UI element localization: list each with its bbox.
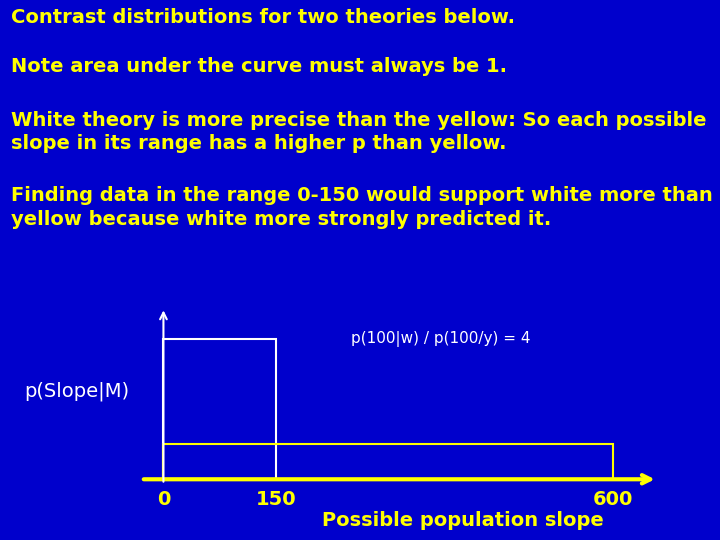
Bar [163,444,613,480]
Text: p(100|w) / p(100/y) = 4: p(100|w) / p(100/y) = 4 [351,331,530,347]
Text: White theory is more precise than the yellow: So each possible
slope in its rang: White theory is more precise than the ye… [11,111,706,153]
Text: Possible population slope: Possible population slope [322,511,604,530]
Text: p(Slope|M): p(Slope|M) [24,382,130,401]
Bar [163,339,276,480]
Text: Note area under the curve must always be 1.: Note area under the curve must always be… [11,57,507,76]
Text: 0: 0 [157,490,170,509]
Text: 600: 600 [593,490,633,509]
Text: Contrast distributions for two theories below.: Contrast distributions for two theories … [11,8,515,27]
Text: Finding data in the range 0-150 would support white more than
yellow because whi: Finding data in the range 0-150 would su… [11,186,713,229]
Text: 150: 150 [256,490,296,509]
